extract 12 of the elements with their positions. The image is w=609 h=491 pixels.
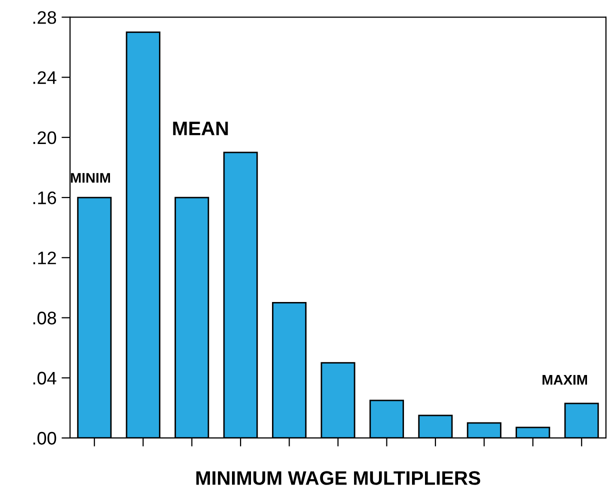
y-tick-label: .12: [33, 252, 56, 264]
y-tick-label: .04: [33, 372, 56, 385]
y-tick-label: .28: [33, 11, 56, 24]
y-tick-label: .08: [33, 312, 56, 324]
annotation: MAXIM: [542, 375, 588, 385]
y-tick-label: .00: [33, 432, 56, 445]
x-axis-title: MINIMUM WAGE MULTIPLIERS: [196, 471, 480, 485]
y-tick-label: .16: [33, 191, 56, 204]
y-tick-label: .20: [33, 131, 56, 144]
annotation: MINIM: [70, 173, 110, 183]
y-tick-label: .24: [33, 71, 56, 84]
annotation: MEAN: [173, 122, 228, 136]
